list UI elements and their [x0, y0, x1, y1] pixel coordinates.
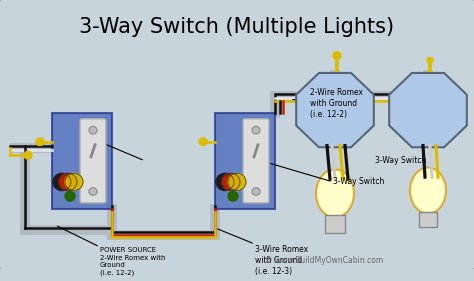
Circle shape — [222, 173, 240, 191]
FancyBboxPatch shape — [325, 216, 345, 233]
Circle shape — [89, 188, 97, 195]
Polygon shape — [389, 73, 467, 147]
Circle shape — [228, 191, 238, 201]
Circle shape — [89, 126, 97, 134]
Circle shape — [333, 52, 341, 59]
FancyBboxPatch shape — [419, 212, 437, 227]
Ellipse shape — [410, 167, 446, 214]
Text: © www.BuildMyOwnCabin.com: © www.BuildMyOwnCabin.com — [265, 256, 383, 265]
Circle shape — [252, 126, 260, 134]
Circle shape — [216, 173, 234, 191]
Circle shape — [65, 173, 83, 191]
Circle shape — [36, 138, 44, 146]
FancyBboxPatch shape — [215, 113, 275, 209]
Ellipse shape — [316, 169, 354, 217]
Circle shape — [24, 151, 32, 159]
FancyBboxPatch shape — [0, 0, 474, 271]
Circle shape — [65, 191, 75, 201]
Text: 3-Wire Romex
with Ground
(i.e. 12-3): 3-Wire Romex with Ground (i.e. 12-3) — [255, 245, 308, 276]
Text: POWER SOURCE
2-Wire Romex with
Ground
(i.e. 12-2): POWER SOURCE 2-Wire Romex with Ground (i… — [100, 247, 165, 276]
FancyBboxPatch shape — [243, 119, 269, 203]
Circle shape — [53, 173, 71, 191]
Text: 3-Way Switch (Multiple Lights): 3-Way Switch (Multiple Lights) — [80, 17, 394, 37]
Circle shape — [228, 173, 246, 191]
FancyBboxPatch shape — [80, 119, 106, 203]
Circle shape — [427, 57, 433, 63]
Text: 2-Wire Romex
with Ground
(i.e. 12-2): 2-Wire Romex with Ground (i.e. 12-2) — [310, 88, 363, 119]
Polygon shape — [296, 73, 374, 147]
Circle shape — [252, 188, 260, 195]
Circle shape — [199, 138, 207, 146]
FancyBboxPatch shape — [52, 113, 112, 209]
Circle shape — [59, 173, 77, 191]
Text: 3-Way Switch: 3-Way Switch — [333, 177, 384, 186]
Text: 3-Way Switch: 3-Way Switch — [375, 156, 427, 165]
